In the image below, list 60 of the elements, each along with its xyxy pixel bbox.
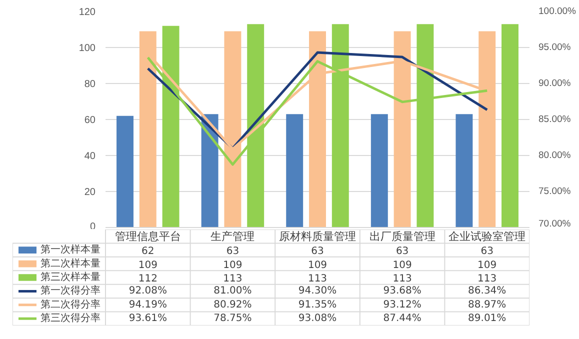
y-tick-label: 100 [78, 43, 96, 54]
data-label: 93.08% [298, 313, 337, 324]
y2-tick-label: 85.00% [538, 114, 572, 125]
data-label: 87.44% [383, 313, 422, 324]
y2-tick-label: 95.00% [538, 42, 572, 53]
y2-tick-label: 90.00% [538, 78, 572, 89]
bar [456, 114, 473, 228]
data-label: 93.61% [128, 313, 167, 324]
data-label: 63 [226, 246, 240, 258]
data-label: 88.97% [468, 299, 506, 310]
x-tick-label: 管理信息平台 [114, 230, 181, 243]
data-label: 86.34% [468, 286, 506, 297]
data-label: 113 [223, 274, 242, 284]
data-label: 62 [142, 246, 154, 258]
data-label: 81.00% [214, 286, 252, 297]
legend-label: 第一次样本量 [40, 244, 100, 256]
data-label: 78.75% [214, 313, 252, 324]
bar [116, 116, 134, 228]
legend-label: 第三次样本量 [40, 271, 100, 283]
data-label: 94.19% [128, 299, 167, 310]
y2-tick-label: 75.00% [538, 186, 572, 197]
data-label: 93.12% [383, 299, 422, 310]
data-label: 93.68% [383, 286, 422, 297]
y-tick-label: 40 [84, 151, 96, 162]
data-label: 109 [138, 260, 158, 271]
bar [502, 24, 518, 228]
y2-tick-label: 70.00% [538, 218, 572, 230]
data-label: 109 [478, 260, 497, 271]
legend-label: 第三次得分率 [40, 312, 100, 324]
x-tick-label: 生产管理 [210, 230, 255, 243]
legend-label: 第二次样本量 [40, 257, 100, 270]
data-label: 109 [392, 260, 412, 271]
y-tick-label: 120 [78, 7, 96, 18]
data-label: 63 [480, 246, 494, 258]
data-label: 113 [478, 274, 497, 284]
data-label: 91.35% [298, 299, 337, 310]
x-tick-label: 出厂质量管理 [369, 230, 436, 243]
y-tick-label: 60 [84, 115, 96, 126]
data-label: 113 [392, 274, 412, 284]
x-tick-label: 企业试验室管理 [448, 230, 526, 243]
data-label: 63 [396, 246, 409, 258]
y2-tick-label: 100.00% [538, 6, 577, 17]
data-label: 89.01% [468, 313, 506, 324]
legend-label: 第一次得分率 [40, 284, 100, 297]
legend-label: 第二次得分率 [40, 298, 100, 310]
bar [370, 114, 388, 228]
x-tick-label: 原材料质量管理 [279, 230, 356, 243]
y2-tick-label: 80.00% [538, 150, 572, 161]
data-label: 94.30% [298, 286, 337, 297]
data-label: 112 [138, 274, 158, 284]
bar [201, 114, 218, 228]
y-tick-label: 20 [84, 187, 96, 198]
data-label: 113 [308, 274, 328, 284]
bar [286, 114, 304, 228]
data-label: 80.92% [214, 299, 252, 310]
data-label: 109 [308, 260, 328, 271]
data-label: 92.08% [128, 286, 167, 297]
y-tick-label: 80 [84, 79, 96, 90]
data-label: 109 [223, 260, 242, 271]
data-label: 63 [311, 246, 324, 258]
